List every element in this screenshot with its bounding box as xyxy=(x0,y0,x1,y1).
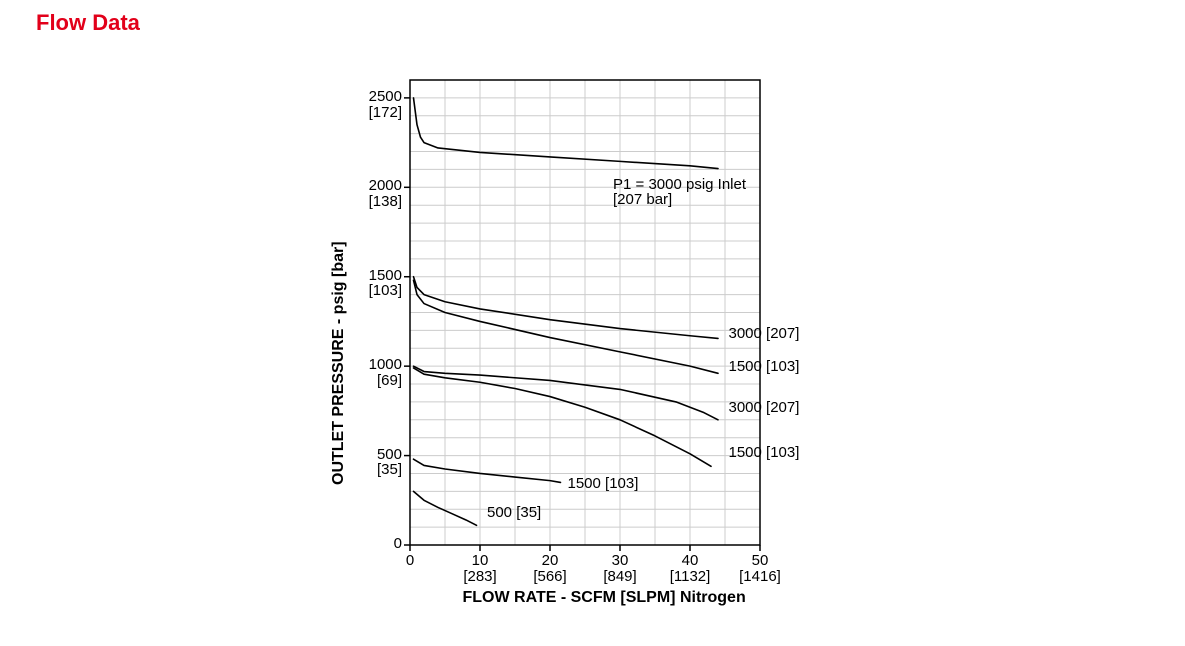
x-tick-label: 20[566] xyxy=(520,553,580,585)
curve-label-c500: 500 [35] xyxy=(487,505,541,521)
x-tick-label: 30[849] xyxy=(590,553,650,585)
y-tick-label: 0 xyxy=(346,536,402,552)
x-tick-label: 40[1132] xyxy=(660,553,720,585)
x-tick-label: 10[283] xyxy=(450,553,510,585)
flow-chart: OUTLET PRESSURE - psig [bar] FLOW RATE -… xyxy=(330,60,940,615)
y-tick-label: 500[35] xyxy=(346,447,402,479)
page-title: Flow Data xyxy=(36,10,140,36)
curve-label-c1500_vlow: 1500 [103] xyxy=(568,476,639,492)
curve-c3000_low xyxy=(414,366,719,420)
curve-c3000_mid xyxy=(414,277,719,339)
curve-label-c3000_mid: 3000 [207] xyxy=(729,326,800,342)
curve-label-c3000_top: P1 = 3000 psig Inlet[207 bar] xyxy=(613,177,746,209)
curve-label-c1500_mid: 1500 [103] xyxy=(729,359,800,375)
plot-area: 0 10[283] 20[566] 30[849] 40[1132] 50[1416] 0 5… xyxy=(330,60,940,615)
y-tick-label: 1000[69] xyxy=(346,357,402,389)
y-tick-label: 1500[103] xyxy=(346,268,402,300)
y-tick-label: 2500[172] xyxy=(346,89,402,121)
x-tick-label: 50[1416] xyxy=(730,553,790,585)
curve-label-c1500_low: 1500 [103] xyxy=(729,445,800,461)
curve-label-c3000_low: 3000 [207] xyxy=(729,400,800,416)
x-tick-label: 0 xyxy=(380,553,440,569)
curve-c1500_vlow xyxy=(414,459,561,482)
y-tick-label: 2000[138] xyxy=(346,178,402,210)
